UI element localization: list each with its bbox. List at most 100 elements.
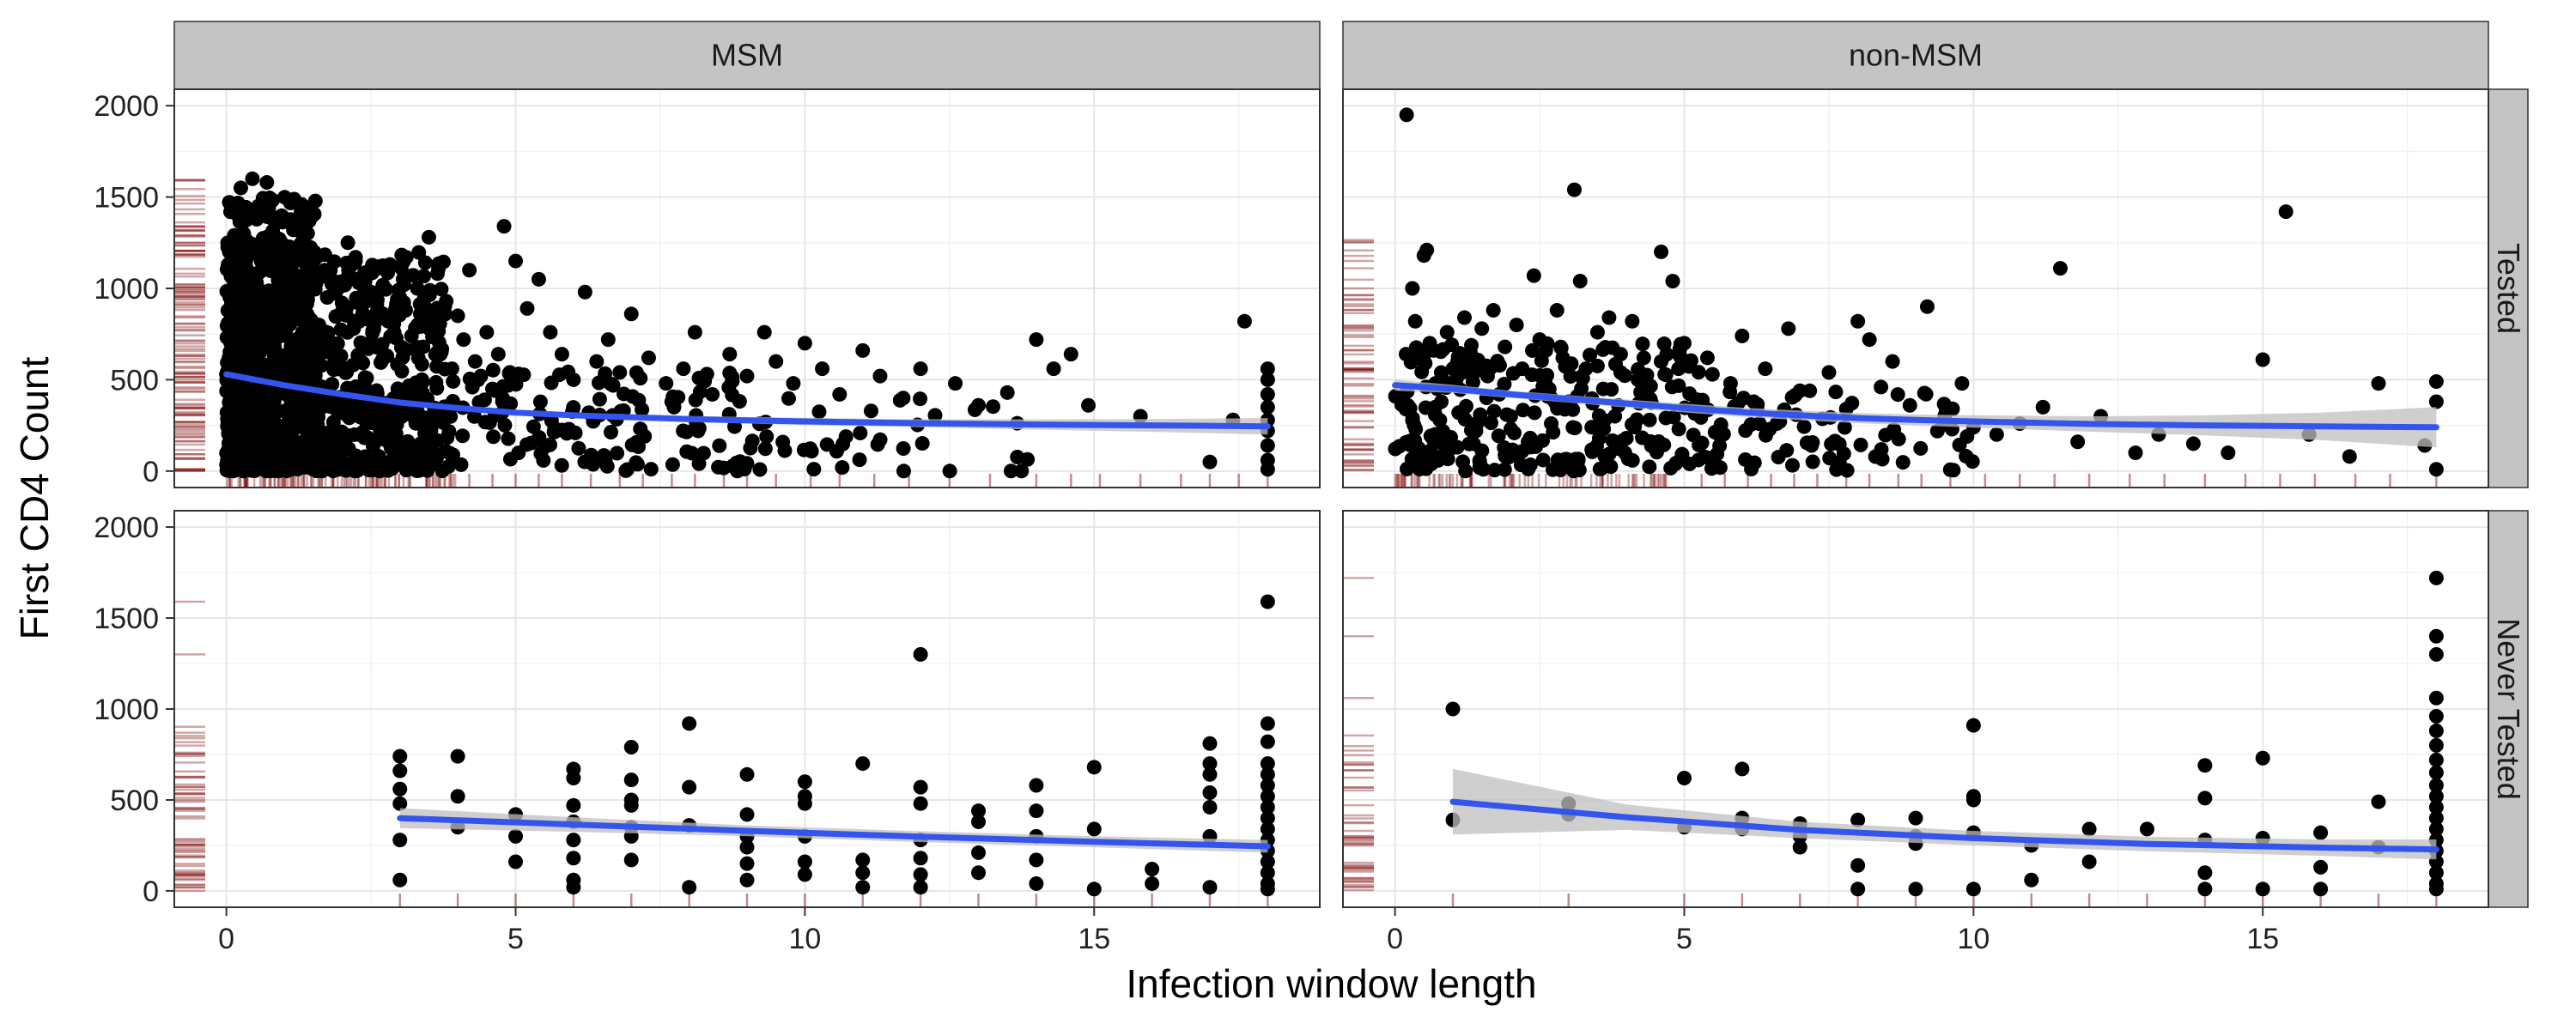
data-point bbox=[896, 391, 911, 406]
data-point bbox=[251, 198, 266, 214]
data-point bbox=[1014, 464, 1030, 479]
data-point bbox=[1913, 440, 1929, 456]
data-point bbox=[329, 403, 344, 418]
data-point bbox=[1260, 854, 1275, 869]
data-point bbox=[1919, 299, 1935, 314]
data-point bbox=[238, 253, 253, 269]
data-point bbox=[387, 448, 403, 464]
data-point bbox=[596, 448, 611, 464]
data-point bbox=[1563, 369, 1578, 385]
data-point bbox=[486, 429, 501, 445]
data-point bbox=[863, 403, 878, 419]
data-point bbox=[1654, 244, 1669, 259]
data-point bbox=[623, 797, 639, 813]
data-point bbox=[999, 385, 1015, 400]
data-point bbox=[739, 766, 755, 782]
data-point bbox=[1942, 462, 1958, 477]
data-point bbox=[623, 740, 639, 755]
data-point bbox=[691, 456, 707, 471]
data-point bbox=[2197, 791, 2213, 806]
data-point bbox=[1607, 409, 1623, 424]
data-point bbox=[671, 390, 686, 405]
data-point bbox=[253, 253, 269, 269]
data-point bbox=[682, 779, 697, 795]
data-point bbox=[531, 271, 546, 287]
data-point bbox=[450, 789, 465, 804]
data-point bbox=[380, 409, 395, 424]
data-point bbox=[815, 361, 830, 377]
data-point bbox=[1411, 350, 1426, 366]
data-point bbox=[1029, 803, 1044, 819]
data-point bbox=[2428, 765, 2444, 780]
data-point bbox=[913, 779, 928, 795]
data-point bbox=[705, 386, 720, 402]
data-point bbox=[1885, 354, 1900, 369]
data-point bbox=[1619, 431, 1634, 446]
data-point bbox=[1746, 394, 1761, 409]
data-point bbox=[1202, 756, 1218, 772]
data-point bbox=[1498, 339, 1513, 354]
data-point bbox=[568, 425, 583, 440]
data-point bbox=[1792, 839, 1807, 855]
data-point bbox=[247, 299, 263, 314]
strip-label-column: MSM bbox=[711, 38, 783, 73]
data-point bbox=[2428, 570, 2444, 585]
data-point bbox=[1584, 444, 1600, 459]
data-point bbox=[1503, 409, 1518, 424]
data-point bbox=[392, 290, 408, 306]
data-point bbox=[2428, 789, 2444, 804]
data-point bbox=[2428, 810, 2444, 826]
data-point bbox=[233, 180, 248, 196]
data-point bbox=[1821, 365, 1837, 380]
data-point bbox=[1509, 318, 1524, 333]
data-point bbox=[1691, 452, 1706, 468]
data-point bbox=[853, 425, 868, 440]
data-point bbox=[1538, 342, 1553, 358]
x-tick-label: 0 bbox=[1387, 923, 1403, 955]
data-point bbox=[1784, 457, 1800, 473]
data-point bbox=[676, 423, 691, 439]
data-point bbox=[1796, 419, 1812, 434]
data-point bbox=[1617, 368, 1632, 384]
data-point bbox=[392, 833, 408, 848]
data-point bbox=[1711, 427, 1727, 442]
data-point bbox=[598, 366, 613, 381]
data-point bbox=[1003, 464, 1018, 479]
data-point bbox=[263, 312, 278, 328]
data-point bbox=[676, 361, 691, 377]
data-point bbox=[1515, 361, 1530, 377]
data-point bbox=[411, 245, 427, 260]
data-point bbox=[386, 324, 402, 340]
data-point bbox=[1574, 381, 1589, 397]
data-point bbox=[450, 748, 465, 764]
data-point bbox=[641, 350, 656, 366]
data-point bbox=[1874, 379, 1889, 395]
data-point bbox=[1432, 413, 1448, 428]
y-tick-label: 2000 bbox=[94, 90, 159, 123]
data-point bbox=[811, 404, 827, 420]
data-point bbox=[682, 880, 697, 895]
data-point bbox=[1236, 313, 1252, 329]
data-point bbox=[230, 208, 246, 223]
data-point bbox=[1549, 303, 1564, 318]
data-point bbox=[334, 295, 349, 311]
data-point bbox=[1419, 242, 1435, 258]
data-point bbox=[268, 354, 283, 369]
data-point bbox=[659, 376, 674, 391]
strip-top-1 bbox=[1342, 21, 2489, 90]
data-point bbox=[1483, 415, 1498, 431]
data-point bbox=[1769, 416, 1784, 432]
data-point bbox=[1522, 457, 1538, 473]
data-point bbox=[2428, 737, 2444, 753]
data-point bbox=[948, 376, 963, 391]
data-point bbox=[501, 378, 516, 393]
data-point bbox=[2052, 261, 2068, 276]
data-point bbox=[2428, 646, 2444, 662]
data-point bbox=[1498, 449, 1513, 464]
data-point bbox=[604, 425, 619, 440]
data-point bbox=[1491, 428, 1506, 444]
data-point bbox=[1663, 460, 1679, 476]
data-point bbox=[1260, 766, 1275, 782]
data-point bbox=[1260, 361, 1275, 377]
